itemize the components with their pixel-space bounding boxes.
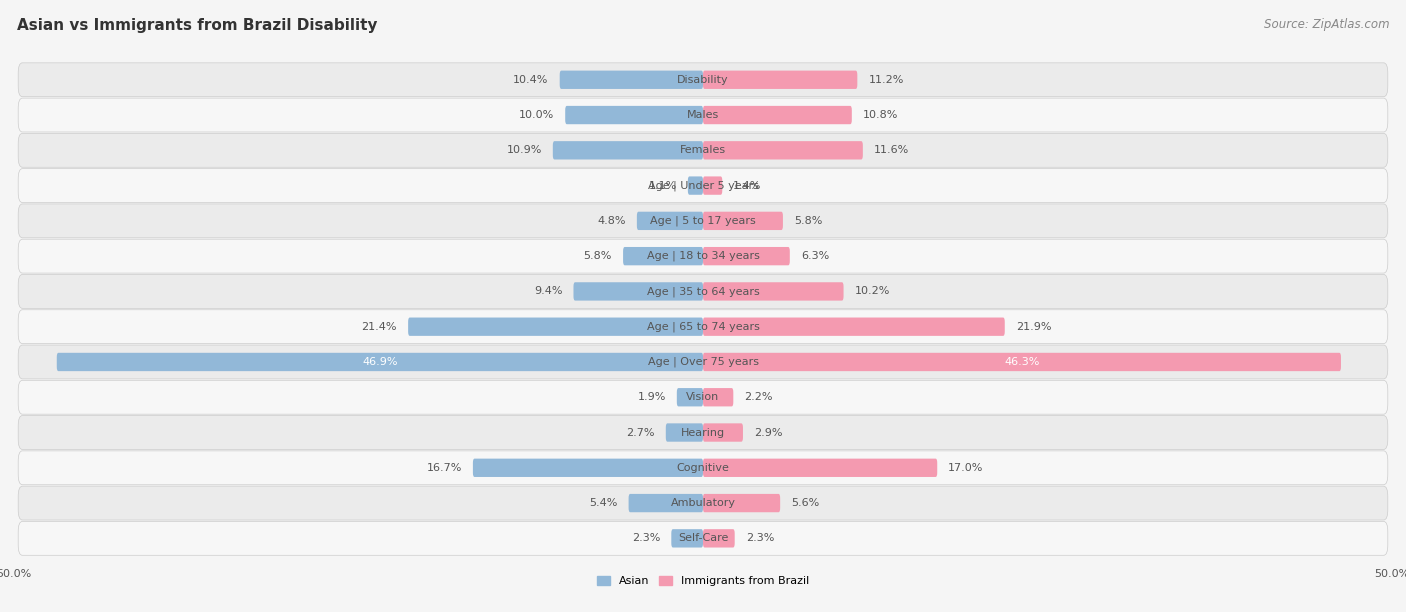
FancyBboxPatch shape xyxy=(703,212,783,230)
Text: 2.9%: 2.9% xyxy=(754,428,783,438)
FancyBboxPatch shape xyxy=(703,424,742,442)
Text: 5.8%: 5.8% xyxy=(794,216,823,226)
Text: 4.8%: 4.8% xyxy=(598,216,626,226)
Text: 10.8%: 10.8% xyxy=(863,110,898,120)
Text: 5.8%: 5.8% xyxy=(583,251,612,261)
FancyBboxPatch shape xyxy=(703,494,780,512)
FancyBboxPatch shape xyxy=(18,310,1388,343)
FancyBboxPatch shape xyxy=(703,458,938,477)
Text: 2.3%: 2.3% xyxy=(631,533,661,543)
Text: 10.4%: 10.4% xyxy=(513,75,548,85)
Text: 6.3%: 6.3% xyxy=(801,251,830,261)
Text: Males: Males xyxy=(688,110,718,120)
FancyBboxPatch shape xyxy=(574,282,703,300)
Text: 2.3%: 2.3% xyxy=(745,533,775,543)
Text: Hearing: Hearing xyxy=(681,428,725,438)
Text: Age | 35 to 64 years: Age | 35 to 64 years xyxy=(647,286,759,297)
Text: 1.4%: 1.4% xyxy=(734,181,762,190)
Text: 10.9%: 10.9% xyxy=(506,145,541,155)
FancyBboxPatch shape xyxy=(408,318,703,336)
FancyBboxPatch shape xyxy=(472,458,703,477)
Text: Vision: Vision xyxy=(686,392,720,402)
Text: Source: ZipAtlas.com: Source: ZipAtlas.com xyxy=(1264,18,1389,31)
Text: Ambulatory: Ambulatory xyxy=(671,498,735,508)
FancyBboxPatch shape xyxy=(703,141,863,160)
FancyBboxPatch shape xyxy=(688,176,703,195)
FancyBboxPatch shape xyxy=(703,529,735,548)
Text: Females: Females xyxy=(681,145,725,155)
FancyBboxPatch shape xyxy=(18,63,1388,97)
Text: 10.0%: 10.0% xyxy=(519,110,554,120)
Legend: Asian, Immigrants from Brazil: Asian, Immigrants from Brazil xyxy=(592,571,814,591)
Text: 46.3%: 46.3% xyxy=(1004,357,1039,367)
FancyBboxPatch shape xyxy=(18,380,1388,414)
FancyBboxPatch shape xyxy=(18,133,1388,167)
FancyBboxPatch shape xyxy=(666,424,703,442)
FancyBboxPatch shape xyxy=(703,176,723,195)
Text: Age | Under 5 years: Age | Under 5 years xyxy=(648,181,758,191)
FancyBboxPatch shape xyxy=(703,353,1341,371)
FancyBboxPatch shape xyxy=(18,345,1388,379)
FancyBboxPatch shape xyxy=(637,212,703,230)
FancyBboxPatch shape xyxy=(703,318,1005,336)
FancyBboxPatch shape xyxy=(703,70,858,89)
FancyBboxPatch shape xyxy=(18,204,1388,238)
Text: 21.4%: 21.4% xyxy=(361,322,396,332)
Text: 2.7%: 2.7% xyxy=(626,428,655,438)
Text: 21.9%: 21.9% xyxy=(1015,322,1052,332)
Text: Age | 65 to 74 years: Age | 65 to 74 years xyxy=(647,321,759,332)
Text: 10.2%: 10.2% xyxy=(855,286,890,296)
FancyBboxPatch shape xyxy=(18,239,1388,273)
Text: 11.2%: 11.2% xyxy=(869,75,904,85)
Text: 46.9%: 46.9% xyxy=(363,357,398,367)
FancyBboxPatch shape xyxy=(18,521,1388,555)
Text: 16.7%: 16.7% xyxy=(426,463,461,473)
Text: 5.4%: 5.4% xyxy=(589,498,617,508)
FancyBboxPatch shape xyxy=(18,486,1388,520)
Text: Cognitive: Cognitive xyxy=(676,463,730,473)
Text: 11.6%: 11.6% xyxy=(875,145,910,155)
Text: Age | Over 75 years: Age | Over 75 years xyxy=(648,357,758,367)
Text: Age | 18 to 34 years: Age | 18 to 34 years xyxy=(647,251,759,261)
FancyBboxPatch shape xyxy=(18,451,1388,485)
Text: Self-Care: Self-Care xyxy=(678,533,728,543)
FancyBboxPatch shape xyxy=(676,388,703,406)
FancyBboxPatch shape xyxy=(18,416,1388,449)
FancyBboxPatch shape xyxy=(703,106,852,124)
Text: 1.1%: 1.1% xyxy=(648,181,676,190)
Text: Disability: Disability xyxy=(678,75,728,85)
FancyBboxPatch shape xyxy=(56,353,703,371)
FancyBboxPatch shape xyxy=(703,247,790,266)
Text: 1.9%: 1.9% xyxy=(637,392,666,402)
FancyBboxPatch shape xyxy=(703,388,734,406)
FancyBboxPatch shape xyxy=(560,70,703,89)
Text: 9.4%: 9.4% xyxy=(534,286,562,296)
FancyBboxPatch shape xyxy=(18,275,1388,308)
Text: 5.6%: 5.6% xyxy=(792,498,820,508)
FancyBboxPatch shape xyxy=(671,529,703,548)
FancyBboxPatch shape xyxy=(623,247,703,266)
FancyBboxPatch shape xyxy=(703,282,844,300)
FancyBboxPatch shape xyxy=(18,98,1388,132)
Text: Asian vs Immigrants from Brazil Disability: Asian vs Immigrants from Brazil Disabili… xyxy=(17,18,377,34)
Text: 2.2%: 2.2% xyxy=(744,392,773,402)
FancyBboxPatch shape xyxy=(628,494,703,512)
FancyBboxPatch shape xyxy=(553,141,703,160)
Text: Age | 5 to 17 years: Age | 5 to 17 years xyxy=(650,215,756,226)
FancyBboxPatch shape xyxy=(18,169,1388,203)
FancyBboxPatch shape xyxy=(565,106,703,124)
Text: 17.0%: 17.0% xyxy=(948,463,984,473)
